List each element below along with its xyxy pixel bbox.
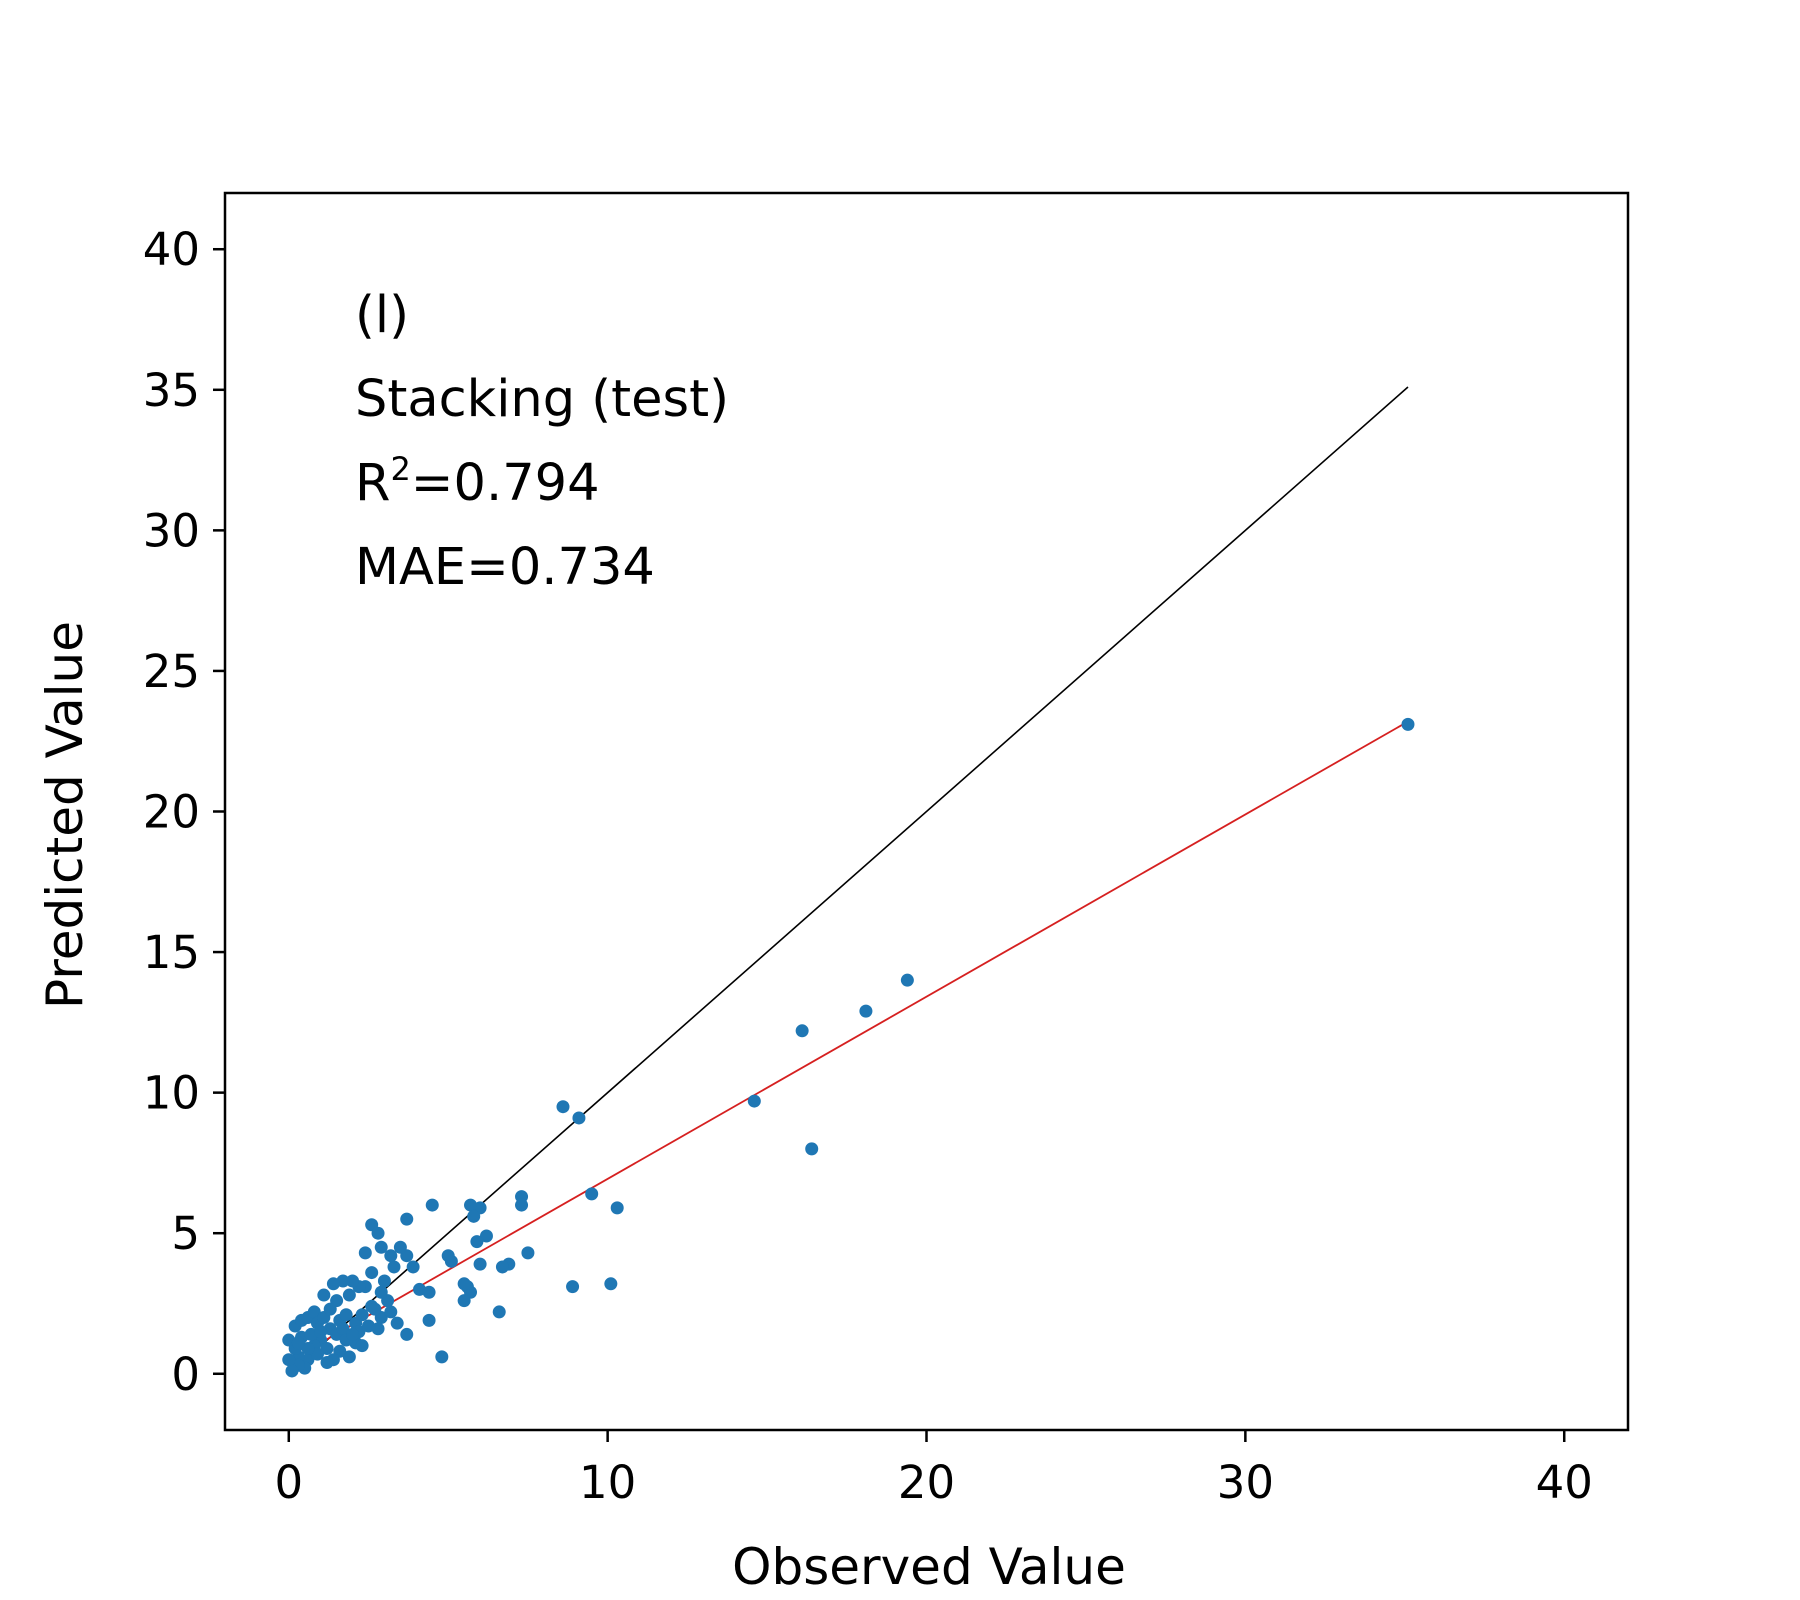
y-tick-label: 15 [143, 926, 200, 979]
data-point [317, 1288, 331, 1302]
data-point [1401, 717, 1415, 731]
identity-line [288, 386, 1409, 1375]
data-point [285, 1364, 299, 1378]
data-point [342, 1350, 356, 1364]
data-point [368, 1302, 382, 1316]
data-point [400, 1327, 414, 1341]
data-point [320, 1341, 334, 1355]
data-point [604, 1277, 618, 1291]
y-tick-label: 20 [143, 786, 200, 839]
data-point [355, 1339, 369, 1353]
mae-annotation: MAE=0.734 [355, 538, 655, 597]
x-tick-label: 0 [274, 1456, 303, 1509]
data-point [336, 1322, 350, 1336]
x-tick-label: 30 [1217, 1456, 1274, 1509]
data-point [384, 1305, 398, 1319]
data-point [515, 1198, 529, 1212]
data-point [422, 1285, 436, 1299]
data-point [393, 1240, 407, 1254]
data-point [374, 1285, 388, 1299]
y-tick-label: 40 [143, 223, 200, 276]
data-point [457, 1277, 471, 1291]
data-point [310, 1347, 324, 1361]
panel-label: (l) [355, 286, 409, 345]
data-point [425, 1198, 439, 1212]
x-axis-ticks: 0 10 20 30 40 [274, 1430, 1593, 1509]
y-axis-ticks: 0 5 10 15 20 25 30 35 40 [143, 223, 225, 1401]
data-point [492, 1305, 506, 1319]
r2-annotation: R2=0.794 [355, 450, 600, 513]
fit-line [288, 720, 1409, 1362]
data-point [346, 1274, 360, 1288]
y-tick-label: 35 [143, 364, 200, 417]
data-point [326, 1277, 340, 1291]
data-point [422, 1313, 436, 1327]
data-point [384, 1249, 398, 1263]
reference-lines [288, 386, 1409, 1375]
data-point [479, 1229, 493, 1243]
y-axis-label: Predicted Value [36, 621, 94, 1009]
y-tick-label: 30 [143, 504, 200, 557]
data-point [473, 1257, 487, 1271]
r2-value: =0.794 [411, 454, 600, 513]
y-tick-label: 0 [171, 1348, 200, 1401]
data-point [566, 1280, 580, 1294]
data-point [355, 1308, 369, 1322]
data-point [346, 1327, 360, 1341]
model-label: Stacking (test) [355, 370, 729, 429]
data-point [339, 1308, 353, 1322]
data-point [307, 1305, 321, 1319]
y-tick-label: 10 [143, 1067, 200, 1120]
data-point [291, 1336, 305, 1350]
data-point [795, 1024, 809, 1038]
data-point [374, 1240, 388, 1254]
x-tick-label: 20 [898, 1456, 955, 1509]
data-point [371, 1322, 385, 1336]
data-point [495, 1260, 509, 1274]
data-point [358, 1246, 372, 1260]
data-point [435, 1350, 449, 1364]
y-tick-label: 25 [143, 645, 200, 698]
data-point [387, 1260, 401, 1274]
data-point [441, 1249, 455, 1263]
data-point [610, 1201, 624, 1215]
data-point [464, 1198, 478, 1212]
data-point [457, 1294, 471, 1308]
data-point [556, 1100, 570, 1114]
data-point [342, 1288, 356, 1302]
data-point [900, 973, 914, 987]
data-point [377, 1274, 391, 1288]
data-point [301, 1341, 315, 1355]
data-point [365, 1266, 379, 1280]
data-point [467, 1209, 481, 1223]
data-point [400, 1212, 414, 1226]
data-point [371, 1226, 385, 1240]
data-point [406, 1260, 420, 1274]
x-tick-label: 40 [1536, 1456, 1593, 1509]
data-point [470, 1235, 484, 1249]
data-point [521, 1246, 535, 1260]
data-point [323, 1302, 337, 1316]
data-point [282, 1353, 296, 1367]
r2-symbol: R [355, 454, 390, 513]
x-tick-label: 10 [579, 1456, 636, 1509]
x-axis-label: Observed Value [732, 1538, 1126, 1596]
data-point [320, 1356, 334, 1370]
r2-superscript: 2 [390, 450, 410, 488]
data-point [747, 1094, 761, 1108]
scatter-points [282, 717, 1415, 1378]
data-point [859, 1004, 873, 1018]
data-point [572, 1111, 586, 1125]
data-point [805, 1142, 819, 1156]
data-point [314, 1325, 328, 1339]
y-tick-label: 5 [171, 1207, 200, 1260]
data-point [390, 1316, 404, 1330]
data-point [585, 1187, 599, 1201]
